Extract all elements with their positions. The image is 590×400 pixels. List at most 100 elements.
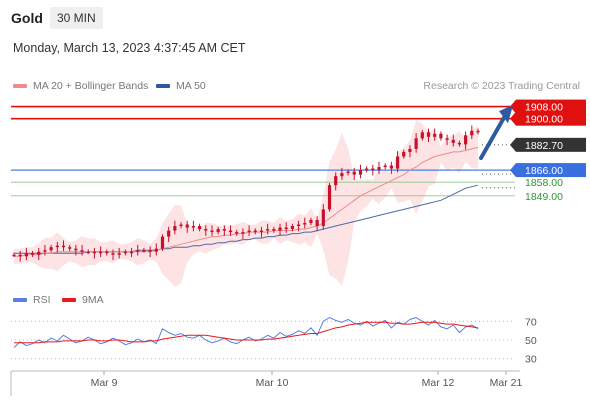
level-label-1908.00: 1908.00	[525, 102, 563, 114]
candle-body	[296, 224, 301, 227]
candle-body	[148, 250, 152, 252]
candle-body	[12, 254, 16, 257]
candle-body	[228, 230, 233, 233]
x-tick-Mar-9: Mar 9	[91, 377, 118, 389]
x-tick-Mar-12: Mar 12	[422, 377, 455, 389]
candle-body	[43, 250, 47, 252]
level-box-1882.70	[516, 137, 586, 152]
ma50-swatch-icon	[156, 84, 170, 89]
candle-body	[476, 130, 480, 133]
x-tick-Mar-21: Mar 21	[490, 377, 523, 389]
candle-body	[284, 227, 288, 230]
level-box-tip	[510, 111, 516, 126]
candle-body	[290, 226, 294, 230]
candle-body	[334, 176, 338, 186]
projection-arrow	[479, 112, 508, 160]
candle-body	[123, 251, 127, 254]
candle-body	[426, 132, 431, 137]
chart-header: Gold 30 MIN	[0, 0, 590, 36]
level-label-1882.70: 1882.70	[525, 140, 563, 152]
candle-body	[204, 229, 208, 231]
candle-body	[37, 251, 41, 255]
candle-body	[309, 219, 313, 224]
legend-ma50-label: MA 50	[176, 80, 206, 92]
candle-body	[408, 148, 412, 152]
candle-body	[18, 254, 22, 257]
rsi-tick-30: 30	[525, 354, 537, 366]
candle-body	[30, 253, 35, 255]
bollinger-band	[14, 120, 478, 287]
candle-body	[371, 168, 375, 171]
legend-rsi: RSI	[13, 294, 51, 306]
level-box-1908.00	[516, 99, 586, 114]
level-box-tip	[510, 163, 516, 178]
legend-rsi-label: RSI	[33, 294, 51, 306]
candle-body	[61, 245, 66, 248]
candle-body	[278, 227, 282, 231]
candle-body	[222, 229, 226, 231]
candle-body	[457, 142, 462, 145]
candle-body	[160, 236, 165, 249]
level-box-tip	[510, 99, 516, 114]
candle-body	[142, 250, 146, 252]
candle-body	[185, 224, 189, 228]
projection-arrow-head	[499, 105, 513, 124]
legend-9ma: 9MA	[62, 294, 104, 306]
timeframe-button[interactable]: 30 MIN	[50, 7, 103, 29]
ma20-swatch-icon	[13, 84, 27, 89]
symbol-title: Gold	[11, 10, 43, 26]
credit-label: Research © 2023 Trading Central	[423, 80, 580, 92]
legend-9ma-label: 9MA	[82, 294, 104, 306]
candle-body	[451, 139, 455, 143]
candle-body	[346, 171, 350, 174]
candle-body	[173, 226, 177, 231]
candle-body	[216, 229, 220, 233]
candle-body	[420, 132, 424, 139]
rsi-swatch-icon	[13, 298, 27, 303]
candle-body	[241, 232, 245, 234]
candle-body	[445, 138, 449, 140]
candle-body	[321, 209, 325, 227]
candle-body	[24, 253, 28, 257]
candle-body	[327, 185, 332, 210]
candle-body	[167, 230, 171, 237]
candle-body	[80, 250, 84, 252]
candle-body	[358, 170, 363, 175]
9ma-swatch-icon	[62, 298, 76, 303]
candle-body	[136, 250, 140, 252]
candle-body	[191, 226, 196, 228]
candle-body	[433, 133, 437, 137]
rsi-tick-50: 50	[525, 335, 537, 347]
level-box-1900.00	[516, 111, 586, 126]
candle-body	[395, 156, 400, 169]
ma20-line	[14, 146, 479, 257]
candle-body	[303, 223, 307, 225]
level-box-tip	[510, 137, 516, 152]
candle-body	[389, 165, 393, 169]
rsi-line	[13, 317, 479, 348]
candle-body	[154, 248, 158, 252]
legend-ma50: MA 50	[156, 80, 206, 92]
candle-body	[259, 230, 264, 233]
legend-ma20: MA 20 + Bollinger Bands	[13, 80, 148, 92]
rsi-ma-line	[14, 321, 479, 344]
legend-ma20-label: MA 20 + Bollinger Bands	[33, 80, 149, 92]
candle-body	[235, 232, 239, 234]
level-label-1900.00: 1900.00	[525, 114, 563, 126]
candle-body	[68, 247, 72, 249]
candle-body	[92, 251, 97, 254]
candle-body	[340, 173, 344, 177]
candle-body	[99, 251, 103, 254]
candle-body	[247, 230, 251, 233]
candle-body	[179, 224, 183, 227]
candle-body	[210, 230, 214, 233]
candle-body	[49, 247, 53, 251]
candle-body	[74, 248, 78, 251]
level-label-1849.00: 1849.00	[525, 191, 563, 203]
candle-body	[464, 135, 468, 145]
candle-body	[383, 165, 387, 168]
datetime-label: Monday, March 13, 2023 4:37:45 AM CET	[13, 41, 246, 55]
candle-body	[402, 151, 406, 157]
rsi-tick-70: 70	[525, 316, 537, 328]
